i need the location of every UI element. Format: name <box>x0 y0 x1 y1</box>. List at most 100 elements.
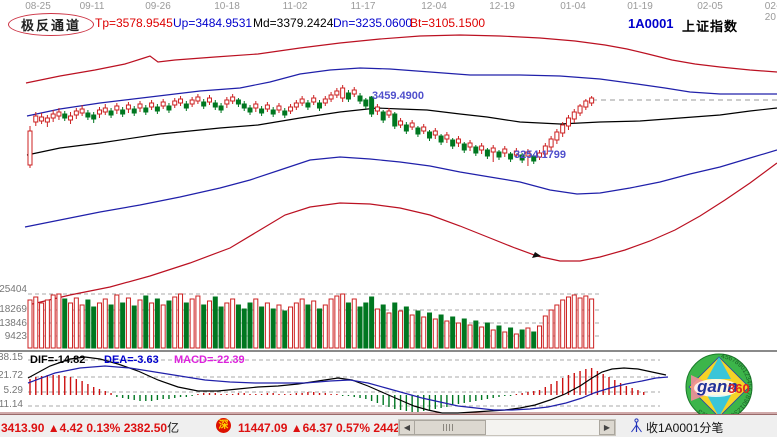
candle-body <box>114 105 120 111</box>
candle-body <box>247 107 253 113</box>
candle-body <box>450 139 456 147</box>
volume-bar <box>39 302 45 349</box>
candle-body <box>259 108 265 114</box>
candle-body <box>102 107 108 113</box>
volume-bar <box>247 302 253 349</box>
candle-body <box>253 103 259 109</box>
volume-bar <box>571 294 577 349</box>
candle-body <box>56 111 62 117</box>
channel-name-badge[interactable]: 极反通道 <box>8 13 95 36</box>
volume-bar <box>490 329 496 349</box>
date-tick-label: 08-25 <box>25 1 51 12</box>
sz-change: ▲64.37 <box>290 421 333 435</box>
candle-body <box>178 98 184 104</box>
candle-body <box>542 145 548 155</box>
volume-scale-label: 9423 <box>4 331 27 342</box>
volume-bar <box>166 300 172 349</box>
volume-scale-label: 25404 <box>0 284 27 295</box>
scroll-left-button[interactable]: ◀ <box>399 420 415 435</box>
volume-bar <box>230 298 236 349</box>
candle-body <box>230 96 236 102</box>
date-tick-label: 11-02 <box>282 1 308 12</box>
candle-body <box>380 111 386 121</box>
volume-bar <box>172 296 178 349</box>
receive-status-text: 收1A0001分笔 <box>646 421 724 435</box>
candle-body <box>154 106 160 112</box>
date-tick-label: 01-19 <box>627 1 653 12</box>
channel-line-tp <box>25 34 777 84</box>
volume-bar <box>73 297 79 349</box>
volume-bar <box>131 305 137 349</box>
volume-bar <box>102 298 108 349</box>
horizontal-scrollbar[interactable]: ◀ ▶ <box>398 419 616 436</box>
volume-bar <box>560 299 566 349</box>
volume-bar <box>154 298 160 349</box>
candle-body <box>305 102 311 108</box>
channel-value-label: Md=3379.2424 <box>253 16 334 30</box>
candle-body <box>299 98 305 104</box>
volume-bar <box>374 308 380 349</box>
candle-body <box>444 134 450 140</box>
volume-bar <box>444 320 450 349</box>
dea-value-label: DEA=-3.63 <box>104 354 159 366</box>
candle-body <box>554 131 560 141</box>
volume-bar <box>583 295 589 349</box>
candle-body <box>490 147 496 153</box>
volume-bar <box>50 294 56 349</box>
volume-bar <box>542 315 548 349</box>
date-tick-label: 09-26 <box>145 1 171 12</box>
macd-scale-label: -11.14 <box>0 399 23 410</box>
candle-body <box>565 117 571 127</box>
scrollbar-thumb[interactable] <box>414 420 486 435</box>
channel-value-label: Dn=3235.0600 <box>333 16 413 30</box>
volume-bar <box>212 296 218 349</box>
volume-bar <box>224 302 230 349</box>
volume-bar <box>206 300 212 349</box>
candle-body <box>479 145 485 151</box>
candle-body <box>421 126 427 132</box>
scroll-right-button[interactable]: ▶ <box>599 420 615 435</box>
volume-bar <box>235 304 241 349</box>
volume-bar <box>334 295 340 349</box>
candle-body <box>125 104 131 110</box>
volume-bar <box>44 299 50 349</box>
candle-body <box>39 116 45 122</box>
volume-bar <box>479 326 485 349</box>
candle-body <box>201 101 207 107</box>
volume-bar <box>183 302 189 349</box>
volume-bar <box>438 314 444 349</box>
candle-body <box>351 89 357 95</box>
candle-body <box>241 103 247 109</box>
volume-bar <box>513 333 519 349</box>
candle-body <box>183 103 189 109</box>
volume-bar <box>461 318 467 349</box>
volume-bar <box>91 306 97 349</box>
volume-bar <box>519 329 525 349</box>
date-tick-label: 09-11 <box>79 1 105 12</box>
candle-body <box>403 124 409 132</box>
high-price-label: 3459.4900 <box>372 90 424 102</box>
macd-scale-label: 38.15 <box>0 352 23 363</box>
volume-bar <box>218 306 224 349</box>
volume-bar <box>351 298 357 349</box>
candle-body <box>328 94 334 100</box>
volume-bar <box>85 299 91 349</box>
volume-bar <box>369 296 375 349</box>
candle-body <box>293 102 299 108</box>
candle-body <box>235 99 241 105</box>
candle-body <box>212 102 218 108</box>
candle-body <box>455 138 461 144</box>
candle-body <box>432 130 438 136</box>
candle-body <box>502 148 508 154</box>
candle-body <box>143 107 149 113</box>
date-tick-label: 02-20 <box>764 1 777 23</box>
candle-body <box>531 155 537 162</box>
candle-body <box>218 105 224 111</box>
volume-bar <box>415 310 421 349</box>
candle-body <box>525 151 531 157</box>
volume-bar <box>340 293 346 349</box>
volume-bar <box>525 327 531 349</box>
channel-value-label: Bt=3105.1500 <box>410 16 486 30</box>
dif-line <box>27 356 667 414</box>
